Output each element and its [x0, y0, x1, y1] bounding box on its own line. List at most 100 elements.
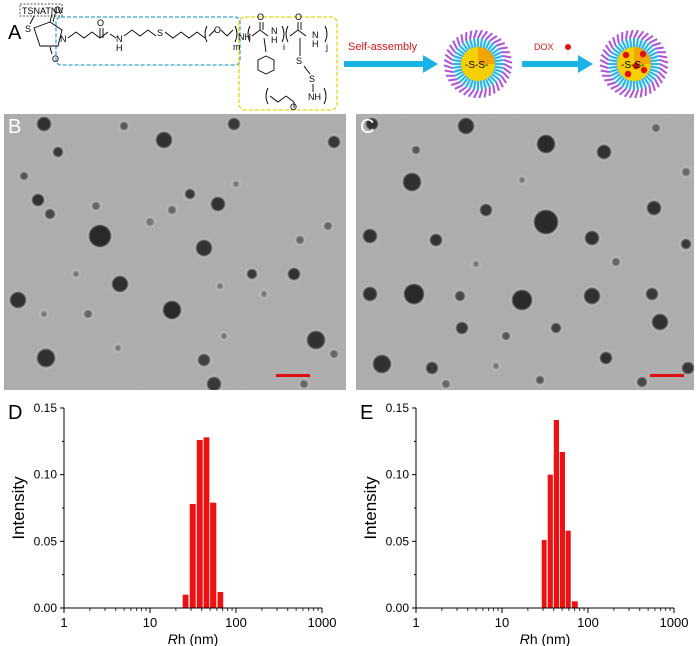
micelle-shell-chain [637, 78, 644, 90]
micelle-tail [648, 38, 658, 44]
micelle-shell-chain [648, 67, 660, 74]
nanoparticle [412, 146, 420, 154]
hydrophobic-segment-box [238, 16, 338, 111]
micelle-shell-chain [649, 58, 660, 63]
micelle-tail [496, 42, 506, 47]
phenyl-ring [257, 55, 275, 75]
micelle-tail [651, 82, 656, 92]
nanoparticle [300, 380, 308, 388]
y-tick-label: 0.15 [386, 401, 410, 415]
nanoparticle [646, 288, 658, 300]
micelle-shell-chain [493, 65, 504, 70]
micelle-tail [503, 63, 513, 69]
micelle-shell-chain [610, 51, 621, 58]
nanoparticle [512, 290, 532, 310]
micelle-shell-chain [479, 79, 484, 90]
micelle-tail [503, 58, 513, 64]
dox-molecule [622, 51, 630, 59]
micelle-tail [495, 82, 500, 92]
nanoparticle [146, 218, 154, 226]
nanoparticle [366, 118, 378, 130]
micelle-shell-chain [608, 67, 620, 74]
nanoparticle [430, 234, 442, 246]
nanoparticle [53, 147, 63, 157]
nanoparticle [637, 377, 647, 387]
y-tick-label: 0.10 [386, 468, 410, 482]
micelle-tail [659, 63, 669, 69]
micelle-tail [659, 58, 669, 64]
nanoparticle [403, 173, 421, 191]
micelle-shell-chain [458, 74, 468, 84]
self-assembly-arrow [344, 55, 438, 73]
dox-molecule [639, 50, 647, 58]
micelle-tail [478, 89, 484, 99]
micelle-shell-chain [646, 72, 656, 81]
maleimide-ring [33, 21, 63, 47]
scale-bar [650, 374, 684, 377]
tem-image-c: C [356, 114, 694, 390]
micelle-tail [608, 40, 614, 50]
phe-o: O [257, 12, 264, 22]
nanoparticle [473, 261, 479, 267]
nanoparticle [211, 197, 225, 211]
dox-molecule [640, 66, 648, 74]
subscript-m: m [233, 42, 241, 52]
micelle-tail [452, 40, 458, 50]
histogram-bar [571, 601, 578, 608]
nanoparticle [84, 310, 92, 318]
nanoparticle [330, 350, 338, 358]
micelle-shell-chain [465, 40, 472, 51]
dls-chart-e: 0.00 0.05 0.10 0.15 1 10 100 1000 Intensity Rh (n… [361, 401, 688, 646]
micelle-shell-chain [608, 58, 619, 63]
dox-molecule [632, 62, 640, 70]
micelle-tail [616, 34, 620, 44]
nanoparticle [681, 239, 691, 249]
micelle-tail [658, 54, 668, 59]
micelle-tail [448, 44, 456, 53]
amide-n-1: N [116, 34, 123, 44]
amide-h-1: H [116, 43, 123, 53]
micelle-shell-chain [635, 38, 640, 49]
micelle-tail [448, 78, 458, 82]
self-assembly-label: Self-assembly [348, 41, 418, 53]
chemical-structure: TSNATNV S O O N O N H S O m NH [19, 3, 669, 112]
micelle-shell-chain [640, 40, 647, 51]
micelle-tail [498, 78, 504, 88]
nanoparticle [597, 145, 611, 159]
nanoparticle [652, 124, 660, 132]
micelle-tail [489, 34, 498, 42]
nanoparticle [404, 284, 424, 304]
micelle-shell-chain [452, 58, 463, 63]
micelle-tail [639, 88, 644, 98]
micelle-tail [443, 59, 453, 65]
nanoparticle [682, 168, 690, 176]
micelle-tail [637, 30, 645, 39]
nanoparticle [534, 210, 558, 234]
micelle-shell-chain [647, 51, 658, 58]
subscript-j: j [325, 42, 328, 52]
nanoparticle [600, 352, 612, 364]
micelle-tail [492, 84, 496, 94]
nanoparticle [328, 136, 340, 148]
micelle-shell-chain [637, 38, 644, 50]
micelle-shell-chain [452, 54, 464, 61]
micelle-tail [606, 81, 616, 86]
nanoparticle [168, 206, 176, 214]
dox-molecule [624, 70, 632, 78]
micelle-shell-chain [646, 47, 656, 56]
nanoparticle [363, 229, 377, 243]
micelle-shell-chain [621, 40, 628, 51]
dls-chart-d: 0.00 0.05 0.10 0.15 1 10 100 1000 Intensity Rh (n… [9, 401, 336, 646]
micelle-tail [481, 30, 489, 39]
micelle-tail [473, 89, 479, 99]
micelle-tail [654, 46, 664, 50]
nanoparticle [307, 331, 325, 349]
y-tick-label: 0.00 [34, 601, 58, 615]
micelle-tail [485, 32, 494, 40]
micelle-tail [612, 36, 617, 46]
micelle-shell-chain [608, 65, 619, 70]
micelle-tail [460, 34, 464, 44]
nanoparticle [37, 349, 55, 367]
nanoparticle [324, 222, 332, 230]
nanoparticle [288, 268, 300, 280]
